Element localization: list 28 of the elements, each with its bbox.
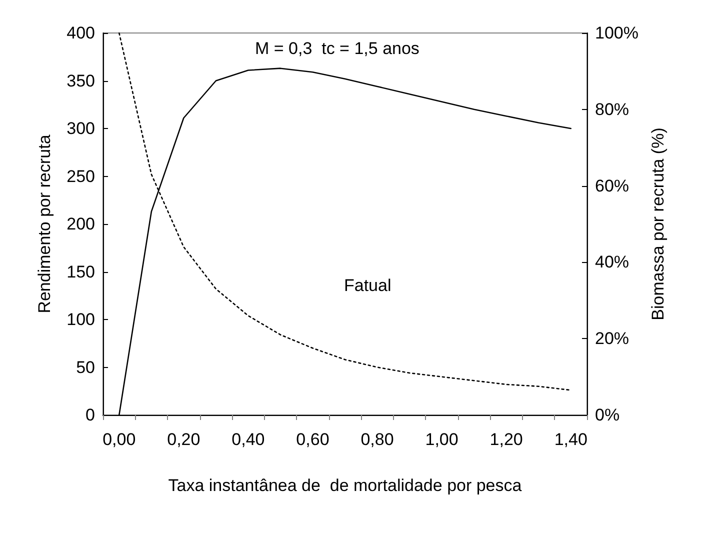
y2-tick-label: 40% — [595, 252, 630, 272]
y-axis-title: Rendimento por recruta — [35, 134, 54, 314]
y2-tick-label: 20% — [595, 329, 630, 348]
y-tick-label: 300 — [66, 119, 95, 138]
x-tick-label: 1,20 — [490, 430, 523, 449]
annotation: M = 0,3 tc = 1,5 anos — [255, 39, 420, 58]
x-tick-label: 1,40 — [554, 430, 588, 449]
y-tick-label: 150 — [66, 262, 95, 282]
y-tick-label: 400 — [66, 24, 95, 42]
y2-tick-label: 100% — [595, 24, 638, 42]
y-tick-label: 100 — [66, 310, 95, 329]
y-tick-label: 0 — [86, 406, 95, 424]
y2-tick-label: 0% — [595, 406, 620, 424]
y-tick-label: 250 — [66, 166, 95, 186]
x-axis-title: Taxa instantânea de de mortalidade por pesca — [168, 476, 522, 495]
x-tick-label: 0,00 — [102, 430, 136, 449]
y-tick-label: 50 — [76, 358, 95, 377]
y2-axis-title: Biomassa por recruta (%) — [648, 128, 668, 320]
x-tick-label: 0,40 — [232, 430, 265, 449]
x-tick-label: 0,20 — [167, 430, 200, 449]
y2-tick-label: 80% — [595, 100, 630, 119]
x-tick-label: 0,80 — [360, 430, 394, 449]
y-tick-label: 350 — [66, 71, 95, 90]
annotation: Fatual — [344, 276, 392, 295]
x-tick-label: 1,00 — [425, 430, 458, 449]
y-tick-label: 200 — [66, 214, 95, 234]
y2-tick-label: 60% — [595, 176, 630, 196]
x-tick-label: 0,60 — [296, 430, 330, 449]
